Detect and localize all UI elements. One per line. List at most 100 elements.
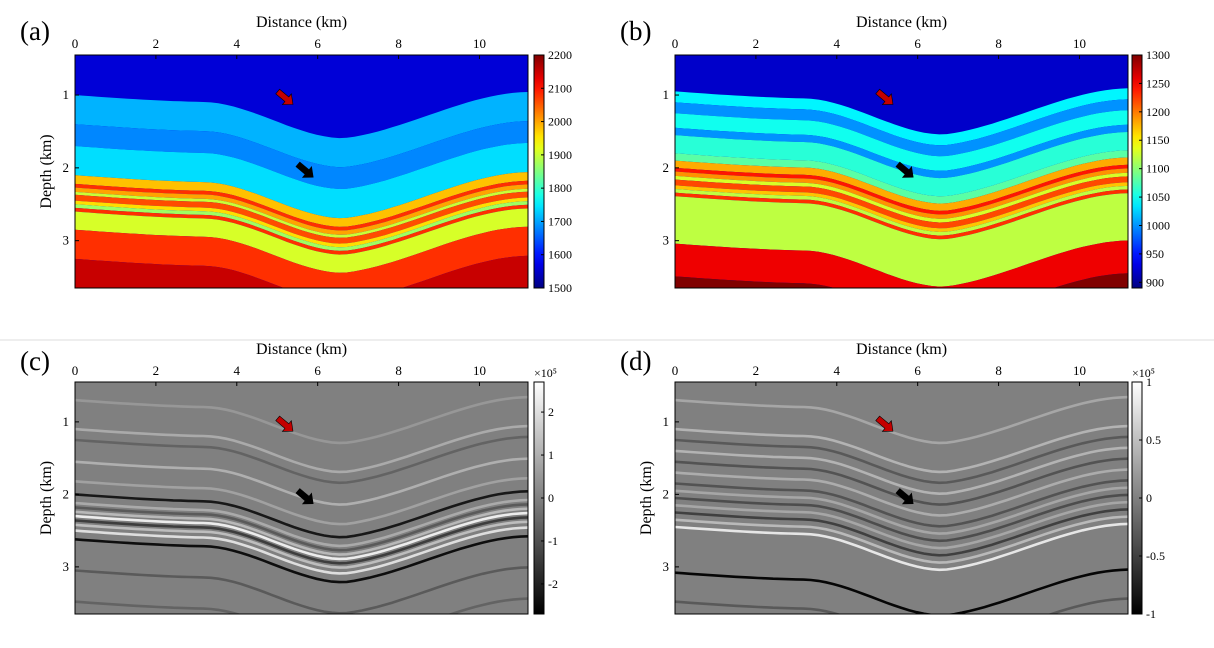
layer-7: [675, 157, 1128, 211]
layer-13: [675, 185, 1128, 236]
panel-label: (c): [20, 346, 50, 376]
model-image: [75, 55, 528, 335]
panel-label: (d): [620, 346, 651, 376]
axes-frame: [674, 381, 1129, 615]
reflector-8: [675, 493, 1128, 543]
layer-1: [675, 88, 1128, 146]
layer-10: [675, 172, 1128, 223]
reflector-3: [675, 446, 1128, 496]
colorbar-tick-label: 1: [548, 448, 554, 462]
y-tick-label: 3: [663, 559, 670, 574]
colorbar-tick-label: 2: [548, 405, 554, 419]
reflector-10: [75, 516, 528, 565]
reflector-5: [675, 468, 1128, 517]
reflector-0: [75, 395, 528, 445]
layer-13: [75, 226, 528, 288]
x-tick-label: 2: [153, 363, 160, 378]
colorbar-tick-label: -1: [1146, 607, 1156, 621]
x-tick-label: 8: [395, 36, 402, 51]
arrow-0: [275, 415, 294, 432]
reflector-1: [675, 424, 1128, 474]
reflector-14: [75, 566, 528, 614]
reflector-6: [675, 479, 1128, 528]
colorbar-tick-label: 1200: [1146, 105, 1170, 119]
x-tick-label: 10: [473, 363, 486, 378]
layer-17: [675, 273, 1128, 288]
x-axis-label: Distance (km): [856, 14, 947, 31]
colorbar-tick-label: 2100: [548, 81, 572, 95]
layer-15: [75, 289, 528, 335]
colorbar-tick-label: 1: [1146, 375, 1152, 389]
colorbar-tick-label: -0.5: [1146, 549, 1165, 563]
y-axis-label: Depth (km): [638, 461, 655, 535]
y-tick-label: 3: [63, 559, 70, 574]
y-tick-label: 2: [663, 486, 670, 501]
reflector-0: [675, 395, 1128, 445]
colorbar-tick-label: 0: [1146, 491, 1152, 505]
x-tick-label: 2: [753, 36, 760, 51]
colorbar-tick-label: 1900: [548, 148, 572, 162]
layer-0: [675, 55, 1128, 135]
layer-6: [675, 150, 1128, 204]
x-tick-label: 2: [153, 36, 160, 51]
reflector-11: [75, 520, 528, 569]
x-tick-label: 8: [995, 363, 1002, 378]
axes-frame: [74, 54, 529, 289]
y-axis-label: Depth (km): [38, 134, 55, 208]
reflector-8: [75, 507, 528, 556]
colorbar-tick-label: 0.5: [1146, 433, 1161, 447]
arrow-1: [295, 488, 314, 505]
x-tick-label: 6: [314, 36, 321, 51]
reflector-1: [75, 424, 528, 474]
axes-frame: [674, 54, 1129, 289]
x-tick-label: 10: [473, 36, 486, 51]
x-axis-label: Distance (km): [256, 14, 347, 31]
x-tick-label: 2: [753, 363, 760, 378]
reflector-4: [75, 477, 528, 526]
layer-10: [75, 201, 528, 251]
arrow-0: [875, 415, 894, 432]
layer-9: [675, 168, 1128, 219]
y-tick-label: 1: [63, 414, 70, 429]
colorbar: [1131, 54, 1143, 289]
x-tick-label: 0: [672, 36, 679, 51]
layer-4: [75, 172, 528, 227]
panel-label: (b): [620, 16, 651, 46]
colorbar-tick-label: 950: [1146, 247, 1164, 261]
y-tick-label: 1: [663, 414, 670, 429]
reflector-7: [75, 503, 528, 552]
y-axis-label: Depth (km): [38, 461, 55, 535]
layer-9: [75, 197, 528, 248]
reflector-12: [75, 526, 528, 575]
arrow-1: [295, 161, 314, 178]
layer-8: [75, 191, 528, 244]
x-tick-label: 4: [834, 363, 841, 378]
layer-8: [675, 164, 1128, 215]
x-tick-label: 8: [395, 363, 402, 378]
reflector-11: [675, 515, 1128, 564]
layer-5: [75, 180, 528, 231]
y-tick-label: 2: [63, 160, 70, 175]
axes-frame: [74, 381, 529, 615]
model-image: [75, 395, 528, 614]
layer-14: [75, 255, 528, 288]
colorbar-tick-label: 1050: [1146, 190, 1170, 204]
colorbar: [533, 54, 545, 289]
arrow-1: [895, 488, 914, 505]
reflector-5: [75, 490, 528, 539]
colorbar-tick-label: 2200: [548, 48, 572, 62]
colorbar-tick-label: 900: [1146, 275, 1164, 289]
x-tick-label: 8: [995, 36, 1002, 51]
layer-11: [675, 176, 1128, 229]
colorbar-tick-label: 1100: [1146, 162, 1170, 176]
x-tick-label: 10: [1073, 36, 1086, 51]
colorbar-tick-label: 1250: [1146, 76, 1170, 90]
colorbar-tick-label: 2000: [548, 115, 572, 129]
layer-15: [675, 193, 1128, 287]
layer-12: [75, 208, 528, 273]
